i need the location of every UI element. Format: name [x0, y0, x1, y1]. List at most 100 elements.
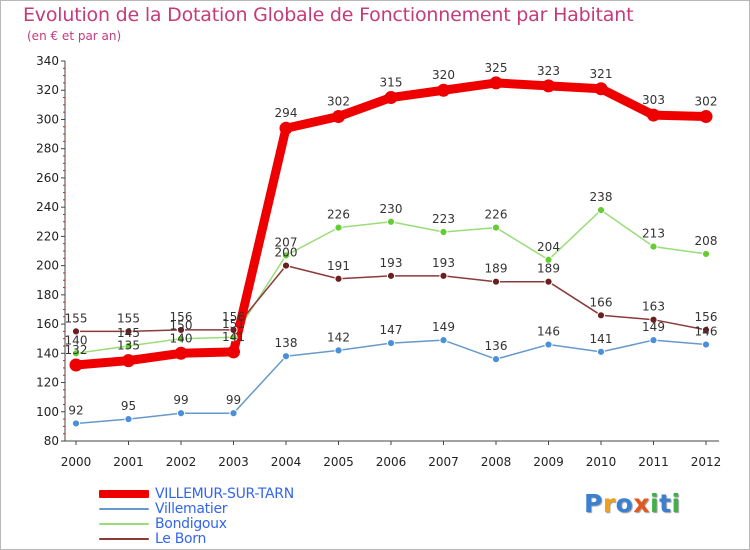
data-point: [386, 217, 396, 226]
legend-label: Le Born: [155, 531, 207, 547]
data-point: [542, 79, 555, 93]
data-label: 145: [117, 326, 140, 340]
data-point: [122, 354, 135, 368]
legend-swatch: [99, 538, 149, 540]
data-point: [334, 346, 343, 355]
data-label: 147: [380, 323, 403, 337]
data-point: [701, 325, 711, 335]
data-label: 155: [117, 311, 140, 325]
legend-swatch: [99, 508, 149, 510]
data-point: [71, 349, 81, 358]
x-tick-label: 2002: [166, 455, 197, 469]
logo-letter: P: [584, 489, 603, 518]
data-point: [281, 251, 291, 260]
x-tick-label: 2009: [533, 455, 564, 469]
data-label: 146: [695, 325, 718, 339]
data-label: 302: [695, 95, 718, 109]
legend-swatch: [99, 523, 149, 525]
data-label: 302: [327, 95, 350, 109]
data-point: [384, 91, 398, 105]
data-label: 193: [380, 256, 403, 270]
legend-label: Villematier: [155, 501, 228, 517]
y-tick-label: 280: [36, 142, 59, 156]
data-point: [281, 352, 291, 361]
data-label: 151: [222, 317, 245, 331]
data-label: 99: [173, 393, 188, 407]
data-label: 213: [642, 227, 665, 241]
data-label: 136: [485, 339, 508, 353]
data-label: 200: [275, 246, 298, 260]
data-point: [544, 277, 553, 286]
x-tick-label: 2005: [323, 455, 354, 469]
data-label: 149: [642, 320, 665, 334]
x-tick-label: 2010: [586, 455, 617, 469]
series-lines: [71, 78, 711, 425]
data-point: [594, 82, 608, 96]
legend-label: Bondigoux: [155, 516, 227, 532]
logo-letter: o: [615, 489, 634, 518]
data-label: 238: [590, 190, 613, 204]
x-tick-label: 2000: [61, 455, 92, 469]
data-point: [544, 255, 553, 264]
y-tick-label: 140: [36, 346, 59, 360]
data-point: [439, 227, 448, 237]
data-point: [334, 274, 343, 283]
legend-swatch: [99, 490, 149, 498]
data-label: 132: [65, 343, 88, 357]
data-label: 166: [590, 295, 613, 309]
data-label: 226: [485, 208, 508, 222]
data-point: [596, 347, 606, 356]
data-point: [596, 205, 606, 215]
data-label: 155: [65, 311, 88, 325]
data-label: 95: [121, 399, 136, 413]
logo-letter: r: [602, 489, 616, 518]
data-label: 156: [222, 310, 245, 324]
chart-subtitle: (en € et par an): [27, 29, 122, 43]
data-label: 163: [642, 300, 665, 314]
data-point: [489, 76, 503, 90]
data-label: 138: [275, 336, 298, 350]
x-tick-label: 2004: [271, 455, 302, 469]
x-tick-label: 2011: [638, 455, 669, 469]
data-point: [71, 419, 81, 428]
data-label: 99: [226, 393, 241, 407]
data-point: [544, 340, 553, 349]
data-point: [491, 277, 501, 286]
data-point: [124, 414, 133, 424]
axes: 80 100 120 140 160 180 200 220 240 260 280 300 320 34…: [36, 54, 721, 469]
data-point: [176, 325, 186, 335]
data-point: [229, 409, 238, 418]
data-label: 149: [432, 320, 455, 334]
data-point: [227, 345, 240, 359]
data-point: [701, 249, 711, 259]
data-label: 189: [485, 262, 508, 276]
data-point: [649, 315, 658, 324]
data-label: 156: [170, 310, 193, 324]
data-label: 156: [695, 310, 718, 324]
data-label: 323: [537, 64, 560, 78]
data-label: 189: [537, 262, 560, 276]
data-point: [386, 271, 396, 280]
data-point: [281, 261, 291, 270]
y-tick-label: 200: [36, 259, 59, 273]
x-tick-label: 2012: [691, 455, 722, 469]
y-tick-label: 100: [36, 405, 59, 419]
x-tick-label: 2003: [218, 455, 249, 469]
y-tick-label: 180: [36, 288, 59, 302]
data-label: 141: [222, 330, 245, 344]
data-label: 142: [327, 330, 350, 344]
data-label: 321: [590, 67, 613, 81]
logo-letter: i: [671, 489, 681, 518]
x-tick-label: 2001: [113, 455, 144, 469]
data-label: 92: [68, 403, 83, 417]
y-tick-label: 260: [36, 171, 59, 185]
data-label: 207: [275, 235, 298, 249]
data-label: 193: [432, 256, 455, 270]
data-label: 141: [590, 332, 613, 346]
proxiti-logo: Proxiti: [584, 489, 681, 518]
data-point: [649, 336, 658, 345]
y-tick-label: 240: [36, 200, 59, 214]
data-label: 208: [695, 234, 718, 248]
x-tick-label: 2007: [428, 455, 459, 469]
